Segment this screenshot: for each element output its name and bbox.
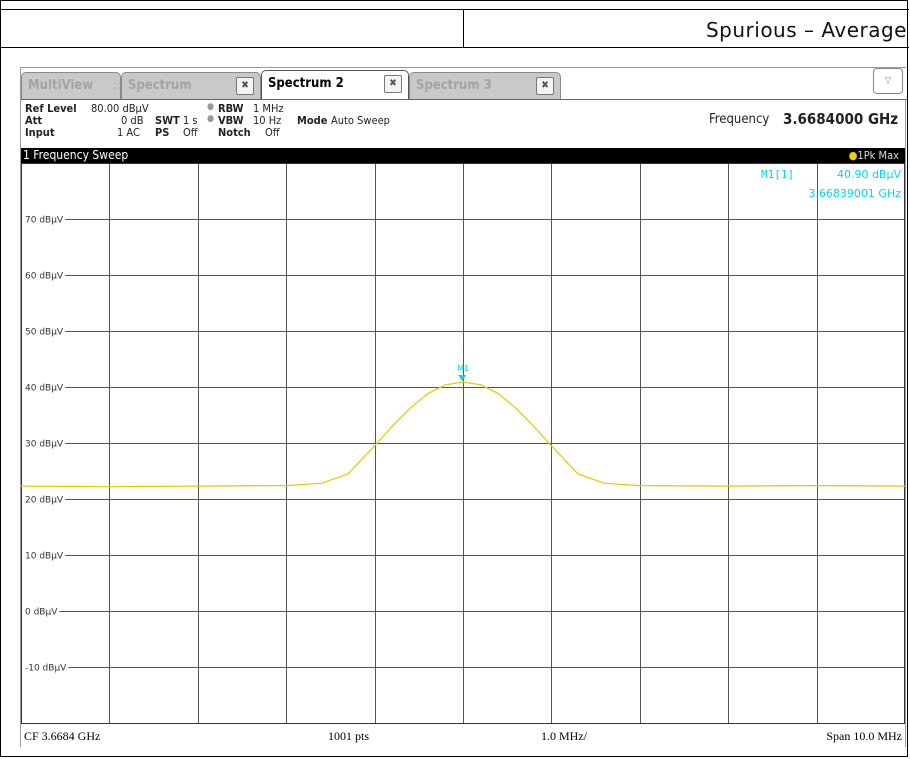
footer-division: 1.0 MHz/ — [541, 729, 588, 743]
report-title: Spurious – Average — [705, 18, 907, 42]
ref-level-label: Ref Level — [25, 102, 77, 115]
report-header-row: Spurious – Average — [1, 9, 909, 48]
y-tick-label: 70 dBµV — [25, 216, 64, 226]
chevron-down-icon[interactable]: ▽ — [873, 68, 903, 94]
att-value: 0 dB — [121, 114, 144, 127]
swt-value: 1 s — [183, 114, 198, 127]
report-header-top — [1, 1, 909, 10]
vbw-coupled-icon: ● — [207, 114, 215, 124]
ps-label: PS — [155, 126, 170, 139]
notch-value: Off — [265, 126, 280, 139]
y-tick-label-bg — [21, 549, 66, 561]
mode-value: Auto Sweep — [331, 114, 390, 127]
y-tick-label-bg — [21, 381, 66, 393]
frequency-value: 3.6684000 GHz — [783, 110, 899, 128]
y-tick-label: 30 dBµV — [25, 440, 64, 450]
trace-indicator: ●1Pk Max — [849, 148, 899, 163]
trace-1pk-max — [21, 381, 905, 488]
y-tick-label: 20 dBµV — [25, 496, 64, 506]
y-tick-label: 10 dBµV — [25, 552, 64, 562]
y-tick-label: 0 dBµV — [25, 608, 58, 618]
rbw-value: 1 MHz — [253, 102, 284, 115]
tab-spectrum-2[interactable]: Spectrum 2 ✖ — [261, 70, 409, 100]
y-tick-label-bg — [21, 493, 66, 505]
ref-level-value: 80.00 dBµV — [91, 102, 149, 115]
marker-frequency: 3.66839001 GHz — [808, 187, 901, 200]
input-value: 1 AC — [117, 126, 140, 139]
close-icon[interactable]: ✖ — [384, 75, 402, 93]
footer-cf: CF 3.6684 GHz — [24, 729, 100, 743]
rbw-label: RBW — [218, 102, 244, 115]
swt-label: SWT — [155, 114, 180, 127]
y-tick-label: 40 dBµV — [25, 384, 64, 394]
close-icon[interactable]: ✖ — [236, 77, 254, 95]
trace-label: 1Pk Max — [857, 149, 899, 162]
y-tick-label-bg — [21, 605, 60, 617]
notch-label: Notch — [218, 126, 251, 139]
marker-m1-icon — [458, 374, 467, 381]
tab-multiview[interactable]: MultiView ∷ — [21, 72, 121, 99]
tab-bar: MultiView ∷ Spectrum ✖ Spectrum 2 ✖ Spec… — [21, 68, 907, 100]
analyzer-screenshot: MultiView ∷ Spectrum ✖ Spectrum 2 ✖ Spec… — [20, 67, 907, 748]
y-tick-label-bg — [21, 437, 66, 449]
vbw-value: 10 Hz — [253, 114, 282, 127]
y-tick-label-bg — [21, 213, 66, 225]
y-tick-label-bg — [21, 325, 66, 337]
trace-dot-icon: ● — [848, 149, 858, 162]
rbw-coupled-icon: ● — [207, 102, 215, 112]
input-label: Input — [25, 126, 55, 139]
diagram-title: 1 Frequency Sweep — [23, 148, 129, 162]
marker-m1-tag: M1 — [457, 364, 469, 373]
y-tick-label: 50 dBµV — [25, 328, 64, 338]
marker-name: M1[1] — [761, 168, 794, 181]
tab-underline — [21, 99, 907, 100]
tab-label: Spectrum 2 — [268, 76, 344, 91]
report-header-left-cell — [1, 9, 464, 47]
marker-level: 40.90 dBµV — [837, 168, 902, 181]
y-tick-label-bg — [21, 269, 66, 281]
settings-panel: Ref Level 80.00 dBµV Att 0 dB Input 1 AC… — [21, 101, 907, 151]
footer-span: Span 10.0 MHz — [826, 729, 902, 743]
att-label: Att — [25, 114, 43, 127]
close-icon[interactable]: ✖ — [536, 77, 554, 95]
plot-border — [21, 163, 905, 724]
tab-label: Spectrum 3 — [416, 78, 492, 93]
y-tick-label: -10 dBµV — [25, 664, 67, 674]
tab-label: MultiView — [28, 78, 94, 93]
y-tick-label-bg — [21, 661, 69, 673]
tab-spectrum-3[interactable]: Spectrum 3 ✖ — [409, 72, 561, 99]
tab-label: Spectrum — [128, 78, 192, 93]
diagram-title-bar: 1 Frequency Sweep ●1Pk Max — [21, 148, 905, 163]
diagram-window[interactable]: 1 Frequency Sweep ●1Pk Max 70 dBµV 60 dBµ… — [21, 148, 907, 748]
grid-icon: ∷ — [114, 79, 121, 93]
y-tick-label: 60 dBµV — [25, 272, 64, 282]
tab-spectrum[interactable]: Spectrum ✖ — [121, 72, 261, 99]
frequency-label: Frequency — [709, 112, 770, 127]
footer-points: 1001 pts — [328, 729, 369, 743]
ps-value: Off — [183, 126, 198, 139]
vbw-label: VBW — [218, 114, 244, 127]
spectrum-plot[interactable]: 70 dBµV 60 dBµV 50 dBµV 40 dBµV 30 dBµV 20 dB… — [21, 163, 905, 748]
mode-label: Mode — [297, 114, 328, 127]
